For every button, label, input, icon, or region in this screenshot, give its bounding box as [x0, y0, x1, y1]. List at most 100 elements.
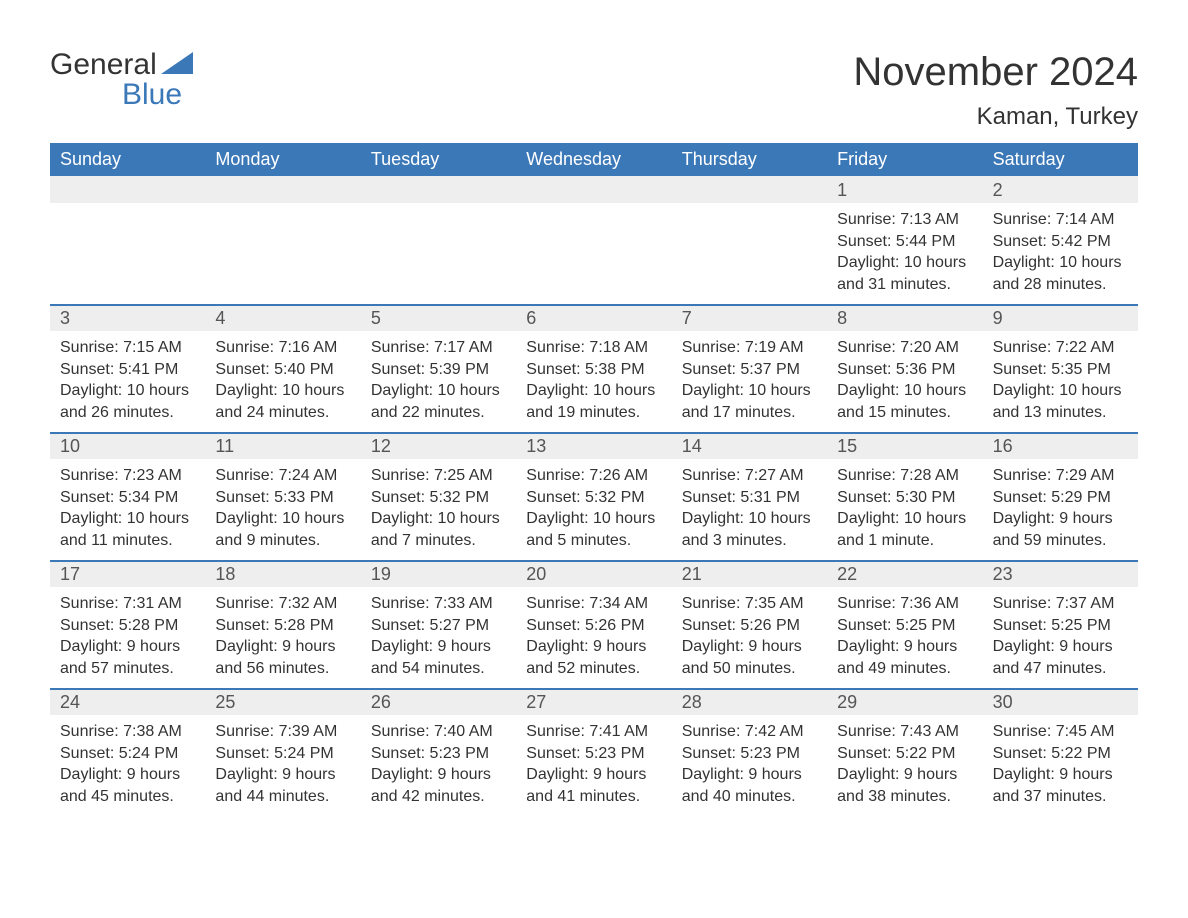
cell-date: 15 [827, 432, 982, 459]
day-header-row: Sunday Monday Tuesday Wednesday Thursday… [50, 143, 1138, 176]
sunrise-text: Sunrise: 7:26 AM [526, 465, 661, 487]
daylight-text: Daylight: 10 hours and 31 minutes. [837, 252, 972, 295]
sunrise-text: Sunrise: 7:40 AM [371, 721, 506, 743]
sunset-text: Sunset: 5:30 PM [837, 487, 972, 509]
calendar-week: 24Sunrise: 7:38 AMSunset: 5:24 PMDayligh… [50, 688, 1138, 816]
cell-date: 14 [672, 432, 827, 459]
cell-body: Sunrise: 7:31 AMSunset: 5:28 PMDaylight:… [50, 587, 205, 685]
calendar-cell: 22Sunrise: 7:36 AMSunset: 5:25 PMDayligh… [827, 560, 982, 688]
cell-date: 6 [516, 304, 671, 331]
cell-date: 11 [205, 432, 360, 459]
cell-date: 30 [983, 688, 1138, 715]
sunset-text: Sunset: 5:36 PM [837, 359, 972, 381]
daylight-text: Daylight: 10 hours and 7 minutes. [371, 508, 506, 551]
cell-date: . [361, 176, 516, 203]
calendar-cell: 29Sunrise: 7:43 AMSunset: 5:22 PMDayligh… [827, 688, 982, 816]
cell-body: Sunrise: 7:28 AMSunset: 5:30 PMDaylight:… [827, 459, 982, 557]
cell-date: 29 [827, 688, 982, 715]
calendar: Sunday Monday Tuesday Wednesday Thursday… [50, 143, 1138, 816]
sunrise-text: Sunrise: 7:13 AM [837, 209, 972, 231]
cell-date: 18 [205, 560, 360, 587]
calendar-cell: 24Sunrise: 7:38 AMSunset: 5:24 PMDayligh… [50, 688, 205, 816]
sunset-text: Sunset: 5:25 PM [993, 615, 1128, 637]
sunrise-text: Sunrise: 7:35 AM [682, 593, 817, 615]
daylight-text: Daylight: 9 hours and 57 minutes. [60, 636, 195, 679]
cell-body: Sunrise: 7:27 AMSunset: 5:31 PMDaylight:… [672, 459, 827, 557]
sunset-text: Sunset: 5:29 PM [993, 487, 1128, 509]
cell-date: 2 [983, 176, 1138, 203]
logo-triangle-icon [161, 50, 193, 80]
sunrise-text: Sunrise: 7:25 AM [371, 465, 506, 487]
sunset-text: Sunset: 5:24 PM [215, 743, 350, 765]
sunrise-text: Sunrise: 7:18 AM [526, 337, 661, 359]
sunrise-text: Sunrise: 7:24 AM [215, 465, 350, 487]
daylight-text: Daylight: 9 hours and 54 minutes. [371, 636, 506, 679]
cell-body: Sunrise: 7:42 AMSunset: 5:23 PMDaylight:… [672, 715, 827, 813]
calendar-cell: 20Sunrise: 7:34 AMSunset: 5:26 PMDayligh… [516, 560, 671, 688]
calendar-cell: . [516, 176, 671, 304]
daylight-text: Daylight: 10 hours and 1 minute. [837, 508, 972, 551]
cell-date: 19 [361, 560, 516, 587]
cell-date: . [205, 176, 360, 203]
cell-date: . [516, 176, 671, 203]
sunrise-text: Sunrise: 7:32 AM [215, 593, 350, 615]
day-header-cell: Thursday [672, 143, 827, 176]
sunrise-text: Sunrise: 7:27 AM [682, 465, 817, 487]
daylight-text: Daylight: 10 hours and 17 minutes. [682, 380, 817, 423]
sunset-text: Sunset: 5:40 PM [215, 359, 350, 381]
sunset-text: Sunset: 5:23 PM [526, 743, 661, 765]
cell-body: Sunrise: 7:38 AMSunset: 5:24 PMDaylight:… [50, 715, 205, 813]
cell-date: 27 [516, 688, 671, 715]
daylight-text: Daylight: 10 hours and 24 minutes. [215, 380, 350, 423]
sunset-text: Sunset: 5:33 PM [215, 487, 350, 509]
cell-body: Sunrise: 7:23 AMSunset: 5:34 PMDaylight:… [50, 459, 205, 557]
daylight-text: Daylight: 10 hours and 22 minutes. [371, 380, 506, 423]
sunrise-text: Sunrise: 7:31 AM [60, 593, 195, 615]
calendar-cell: 12Sunrise: 7:25 AMSunset: 5:32 PMDayligh… [361, 432, 516, 560]
cell-body: Sunrise: 7:32 AMSunset: 5:28 PMDaylight:… [205, 587, 360, 685]
cell-date: 25 [205, 688, 360, 715]
day-header-cell: Friday [827, 143, 982, 176]
cell-body: Sunrise: 7:26 AMSunset: 5:32 PMDaylight:… [516, 459, 671, 557]
sunset-text: Sunset: 5:26 PM [526, 615, 661, 637]
cell-date: 3 [50, 304, 205, 331]
day-header-cell: Tuesday [361, 143, 516, 176]
daylight-text: Daylight: 9 hours and 44 minutes. [215, 764, 350, 807]
cell-body: Sunrise: 7:41 AMSunset: 5:23 PMDaylight:… [516, 715, 671, 813]
calendar-week: 17Sunrise: 7:31 AMSunset: 5:28 PMDayligh… [50, 560, 1138, 688]
daylight-text: Daylight: 10 hours and 3 minutes. [682, 508, 817, 551]
page-header: General Blue November 2024 Kaman, Turkey [50, 50, 1138, 131]
cell-date: 21 [672, 560, 827, 587]
day-header-cell: Saturday [983, 143, 1138, 176]
month-title: November 2024 [853, 50, 1138, 95]
sunset-text: Sunset: 5:32 PM [526, 487, 661, 509]
calendar-cell: . [205, 176, 360, 304]
logo-text-bottom: Blue [122, 80, 193, 110]
calendar-week: 10Sunrise: 7:23 AMSunset: 5:34 PMDayligh… [50, 432, 1138, 560]
sunset-text: Sunset: 5:38 PM [526, 359, 661, 381]
calendar-cell: 28Sunrise: 7:42 AMSunset: 5:23 PMDayligh… [672, 688, 827, 816]
calendar-cell: 6Sunrise: 7:18 AMSunset: 5:38 PMDaylight… [516, 304, 671, 432]
daylight-text: Daylight: 9 hours and 47 minutes. [993, 636, 1128, 679]
calendar-cell: 27Sunrise: 7:41 AMSunset: 5:23 PMDayligh… [516, 688, 671, 816]
sunrise-text: Sunrise: 7:37 AM [993, 593, 1128, 615]
cell-date: 13 [516, 432, 671, 459]
cell-body: Sunrise: 7:22 AMSunset: 5:35 PMDaylight:… [983, 331, 1138, 429]
daylight-text: Daylight: 9 hours and 40 minutes. [682, 764, 817, 807]
cell-body: Sunrise: 7:19 AMSunset: 5:37 PMDaylight:… [672, 331, 827, 429]
cell-body: Sunrise: 7:16 AMSunset: 5:40 PMDaylight:… [205, 331, 360, 429]
daylight-text: Daylight: 9 hours and 38 minutes. [837, 764, 972, 807]
logo-text-top: General [50, 50, 157, 80]
sunrise-text: Sunrise: 7:29 AM [993, 465, 1128, 487]
calendar-week: .....1Sunrise: 7:13 AMSunset: 5:44 PMDay… [50, 176, 1138, 304]
calendar-cell: 7Sunrise: 7:19 AMSunset: 5:37 PMDaylight… [672, 304, 827, 432]
calendar-cell: 5Sunrise: 7:17 AMSunset: 5:39 PMDaylight… [361, 304, 516, 432]
sunset-text: Sunset: 5:27 PM [371, 615, 506, 637]
title-block: November 2024 Kaman, Turkey [853, 50, 1138, 131]
cell-body: Sunrise: 7:15 AMSunset: 5:41 PMDaylight:… [50, 331, 205, 429]
cell-date: 16 [983, 432, 1138, 459]
cell-body: Sunrise: 7:33 AMSunset: 5:27 PMDaylight:… [361, 587, 516, 685]
sunset-text: Sunset: 5:39 PM [371, 359, 506, 381]
cell-date: 7 [672, 304, 827, 331]
sunset-text: Sunset: 5:31 PM [682, 487, 817, 509]
